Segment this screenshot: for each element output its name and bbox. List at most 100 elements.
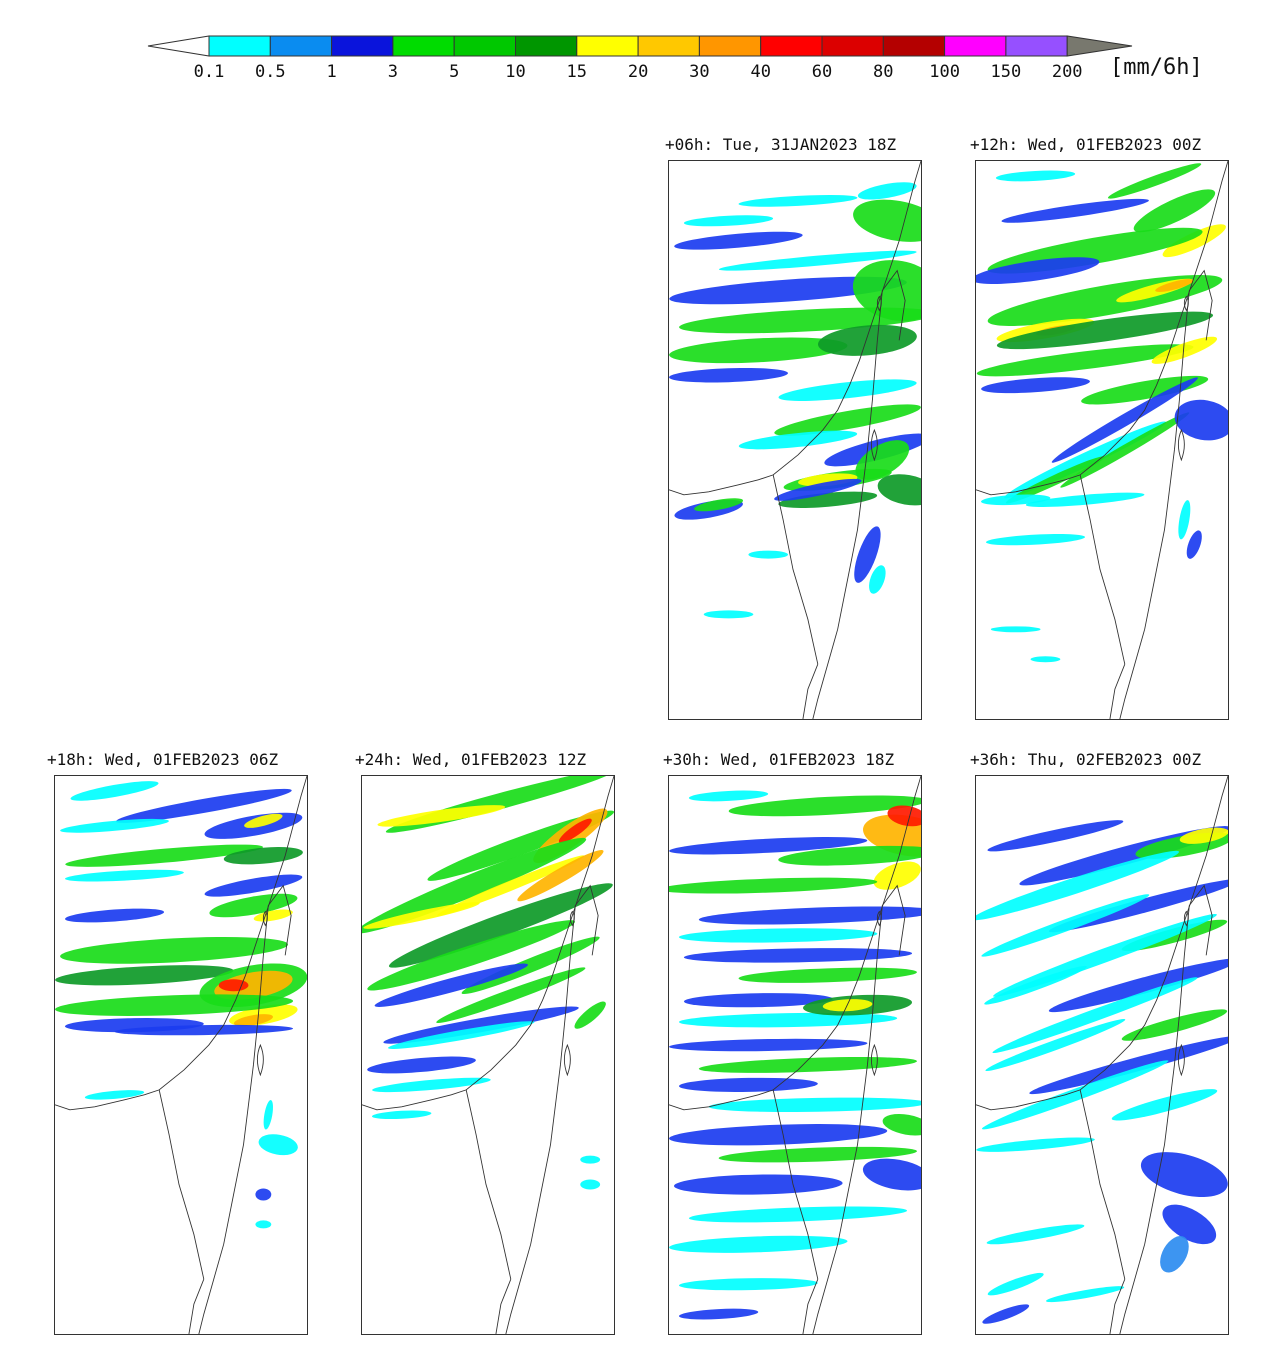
precip-band: [223, 847, 303, 865]
colorbar-tick-label: 60: [812, 62, 832, 82]
precip-band: [367, 1056, 476, 1074]
colorbar-tick-label: 40: [750, 62, 770, 82]
precipitation-colorbar: 0.1 0.5 1 3 5 10 15 20 30 40 60 80 100 150 200 [mm/6h]: [147, 35, 1203, 82]
precip-band: [852, 260, 921, 321]
precip-band: [574, 1001, 606, 1029]
colorbar-tick-label: 1: [326, 62, 336, 82]
precip-band: [748, 550, 789, 559]
coastline: [362, 776, 614, 1111]
precip-band: [678, 1077, 818, 1092]
border-north: [866, 269, 906, 451]
border-south: [188, 1279, 205, 1334]
precip-band: [377, 805, 506, 827]
colorbar-unit: [mm/6h]: [1110, 55, 1203, 80]
precip-band: [882, 1114, 921, 1136]
precip-band: [1140, 1152, 1228, 1198]
precip-band: [877, 474, 921, 506]
precip-band: [388, 883, 613, 968]
precip-band: [669, 1235, 848, 1253]
panel-title-30h: +30h: Wed, 01FEB2023 18Z: [663, 750, 895, 769]
precip-band: [985, 1019, 1126, 1072]
precip-band: [862, 1158, 921, 1191]
map-panel-12h: [975, 160, 1229, 720]
border-east: [1119, 449, 1175, 719]
precip-band: [708, 1097, 921, 1113]
precip-band: [204, 874, 303, 897]
precip-band: [669, 837, 868, 855]
colorbar-box: [331, 35, 394, 57]
panel-title-06h: +06h: Tue, 31JAN2023 18Z: [665, 135, 897, 154]
border-north: [252, 884, 292, 1066]
border-west: [158, 1089, 205, 1280]
precip-band: [1107, 163, 1202, 199]
precip-band: [976, 1137, 1095, 1152]
precip-band: [1060, 412, 1190, 488]
sea-of-galilee-outline: [569, 910, 575, 927]
precip-band: [976, 257, 1100, 284]
colorbar-above-triangle: [1066, 35, 1133, 57]
panel-title-24h: +24h: Wed, 01FEB2023 12Z: [355, 750, 587, 769]
sea-of-galilee-outline: [1183, 295, 1189, 312]
precip-band: [436, 967, 586, 1024]
precip-band: [255, 1188, 272, 1201]
precip-band: [990, 626, 1041, 633]
precip-band: [1160, 1236, 1189, 1273]
border-east: [1119, 1064, 1175, 1334]
precip-band: [678, 1308, 759, 1320]
colorbar-tick-label: 200: [1052, 62, 1083, 82]
precip-band: [698, 906, 921, 925]
colorbar-box: [944, 35, 1007, 57]
precip-band: [674, 231, 803, 250]
coastline: [669, 776, 921, 1111]
colorbar-tick-label: 30: [689, 62, 709, 82]
precip-band: [84, 1090, 145, 1100]
precip-band: [738, 194, 858, 207]
colorbar-box: [882, 35, 946, 57]
precip-band: [1029, 1035, 1228, 1095]
border-north: [559, 884, 599, 1066]
precip-band: [65, 908, 165, 923]
precip-band: [1121, 1009, 1228, 1041]
precip-band: [1179, 827, 1228, 844]
border-west: [1079, 1089, 1126, 1280]
dead-sea-outline: [256, 1043, 264, 1077]
precip-band: [703, 610, 754, 619]
precip-band: [1046, 1286, 1125, 1303]
colorbar-box: [515, 35, 578, 57]
precip-band: [683, 993, 833, 1008]
map-panel-36h: [975, 775, 1229, 1335]
precip-band: [362, 837, 587, 934]
precip-band: [986, 1224, 1085, 1245]
precip-band: [718, 1146, 917, 1163]
precip-band: [1162, 1204, 1217, 1245]
precip-band: [679, 307, 921, 334]
precip-band: [673, 1174, 843, 1195]
precip-band: [115, 788, 292, 823]
precip-band: [372, 1077, 491, 1093]
precip-band: [738, 967, 917, 983]
precipitation-field: [669, 776, 921, 1334]
border-north: [1173, 884, 1213, 1066]
colorbar-below-triangle: [147, 35, 210, 57]
precip-band: [985, 534, 1086, 546]
panel-title-18h: +18h: Wed, 01FEB2023 06Z: [47, 750, 279, 769]
colorbar-box: [453, 35, 517, 57]
precip-bands: [976, 820, 1228, 1324]
precip-band: [698, 1057, 917, 1073]
precip-bands: [669, 790, 921, 1320]
precip-band: [688, 790, 769, 802]
border-south: [802, 664, 819, 719]
precip-band: [1005, 456, 1105, 504]
precip-band: [437, 855, 585, 916]
precip-band: [995, 170, 1076, 182]
precip-band: [669, 337, 848, 364]
colorbar-tick-label: 100: [929, 62, 960, 82]
border-west: [465, 1089, 512, 1280]
precip-band: [233, 1014, 273, 1027]
precip-band: [1111, 1089, 1218, 1121]
precip-band: [255, 1220, 272, 1229]
precip-band: [982, 1304, 1030, 1324]
precip-band: [60, 937, 288, 964]
precip-band: [683, 215, 774, 227]
colorbar-tick-label: 0.5: [255, 62, 286, 82]
